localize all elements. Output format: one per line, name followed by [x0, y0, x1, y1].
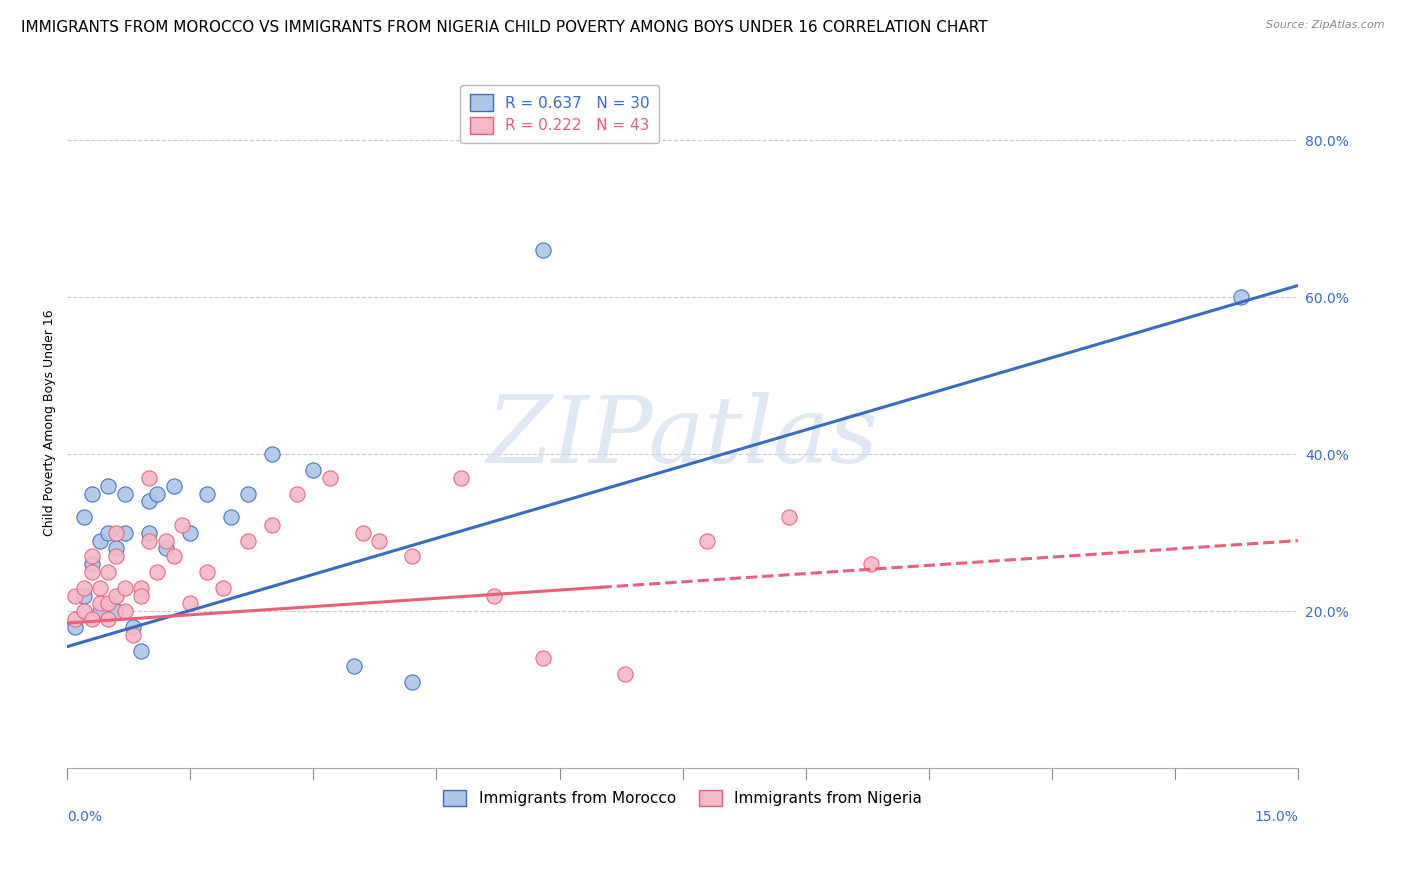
Point — [89, 596, 111, 610]
Point — [401, 549, 423, 564]
Point — [72, 581, 94, 595]
Point — [696, 533, 718, 548]
Point — [138, 533, 160, 548]
Point — [146, 486, 169, 500]
Point — [138, 525, 160, 540]
Point — [236, 486, 259, 500]
Point — [65, 589, 87, 603]
Point — [262, 447, 284, 461]
Point — [72, 604, 94, 618]
Point — [179, 596, 201, 610]
Point — [531, 651, 554, 665]
Point — [285, 486, 308, 500]
Point — [302, 463, 325, 477]
Point — [72, 589, 94, 603]
Point — [221, 510, 243, 524]
Point — [114, 486, 136, 500]
Point — [97, 525, 120, 540]
Point — [155, 533, 177, 548]
Point — [122, 620, 145, 634]
Point — [129, 589, 152, 603]
Point — [860, 557, 883, 571]
Point — [531, 243, 554, 257]
Point — [89, 533, 111, 548]
Point — [89, 581, 111, 595]
Point — [163, 478, 186, 492]
Point — [105, 525, 128, 540]
Point — [80, 565, 103, 579]
Point — [114, 525, 136, 540]
Point — [65, 612, 87, 626]
Y-axis label: Child Poverty Among Boys Under 16: Child Poverty Among Boys Under 16 — [44, 310, 56, 536]
Text: ZIPatlas: ZIPatlas — [486, 392, 879, 482]
Point — [155, 541, 177, 556]
Point — [401, 674, 423, 689]
Point — [778, 510, 800, 524]
Point — [262, 517, 284, 532]
Point — [138, 471, 160, 485]
Point — [114, 581, 136, 595]
Point — [195, 565, 218, 579]
Point — [89, 604, 111, 618]
Point — [105, 541, 128, 556]
Point — [129, 581, 152, 595]
Point — [368, 533, 391, 548]
Text: Source: ZipAtlas.com: Source: ZipAtlas.com — [1267, 20, 1385, 29]
Point — [129, 643, 152, 657]
Point — [97, 612, 120, 626]
Text: IMMIGRANTS FROM MOROCCO VS IMMIGRANTS FROM NIGERIA CHILD POVERTY AMONG BOYS UNDE: IMMIGRANTS FROM MOROCCO VS IMMIGRANTS FR… — [21, 20, 987, 35]
Point — [212, 581, 235, 595]
Point — [72, 510, 94, 524]
Point — [146, 565, 169, 579]
Point — [343, 659, 366, 673]
Point — [105, 589, 128, 603]
Legend: Immigrants from Morocco, Immigrants from Nigeria: Immigrants from Morocco, Immigrants from… — [437, 783, 928, 813]
Point — [352, 525, 374, 540]
Point — [122, 628, 145, 642]
Text: 0.0%: 0.0% — [67, 810, 103, 823]
Point — [614, 667, 637, 681]
Point — [163, 549, 186, 564]
Point — [1229, 290, 1251, 304]
Point — [179, 525, 201, 540]
Point — [97, 596, 120, 610]
Point — [65, 620, 87, 634]
Point — [450, 471, 472, 485]
Point — [97, 565, 120, 579]
Point — [80, 557, 103, 571]
Point — [114, 604, 136, 618]
Point — [105, 549, 128, 564]
Point — [80, 612, 103, 626]
Point — [319, 471, 342, 485]
Point — [172, 517, 194, 532]
Point — [195, 486, 218, 500]
Text: 15.0%: 15.0% — [1254, 810, 1298, 823]
Point — [80, 486, 103, 500]
Point — [97, 478, 120, 492]
Point — [138, 494, 160, 508]
Point — [80, 549, 103, 564]
Point — [482, 589, 505, 603]
Point — [236, 533, 259, 548]
Point — [105, 604, 128, 618]
